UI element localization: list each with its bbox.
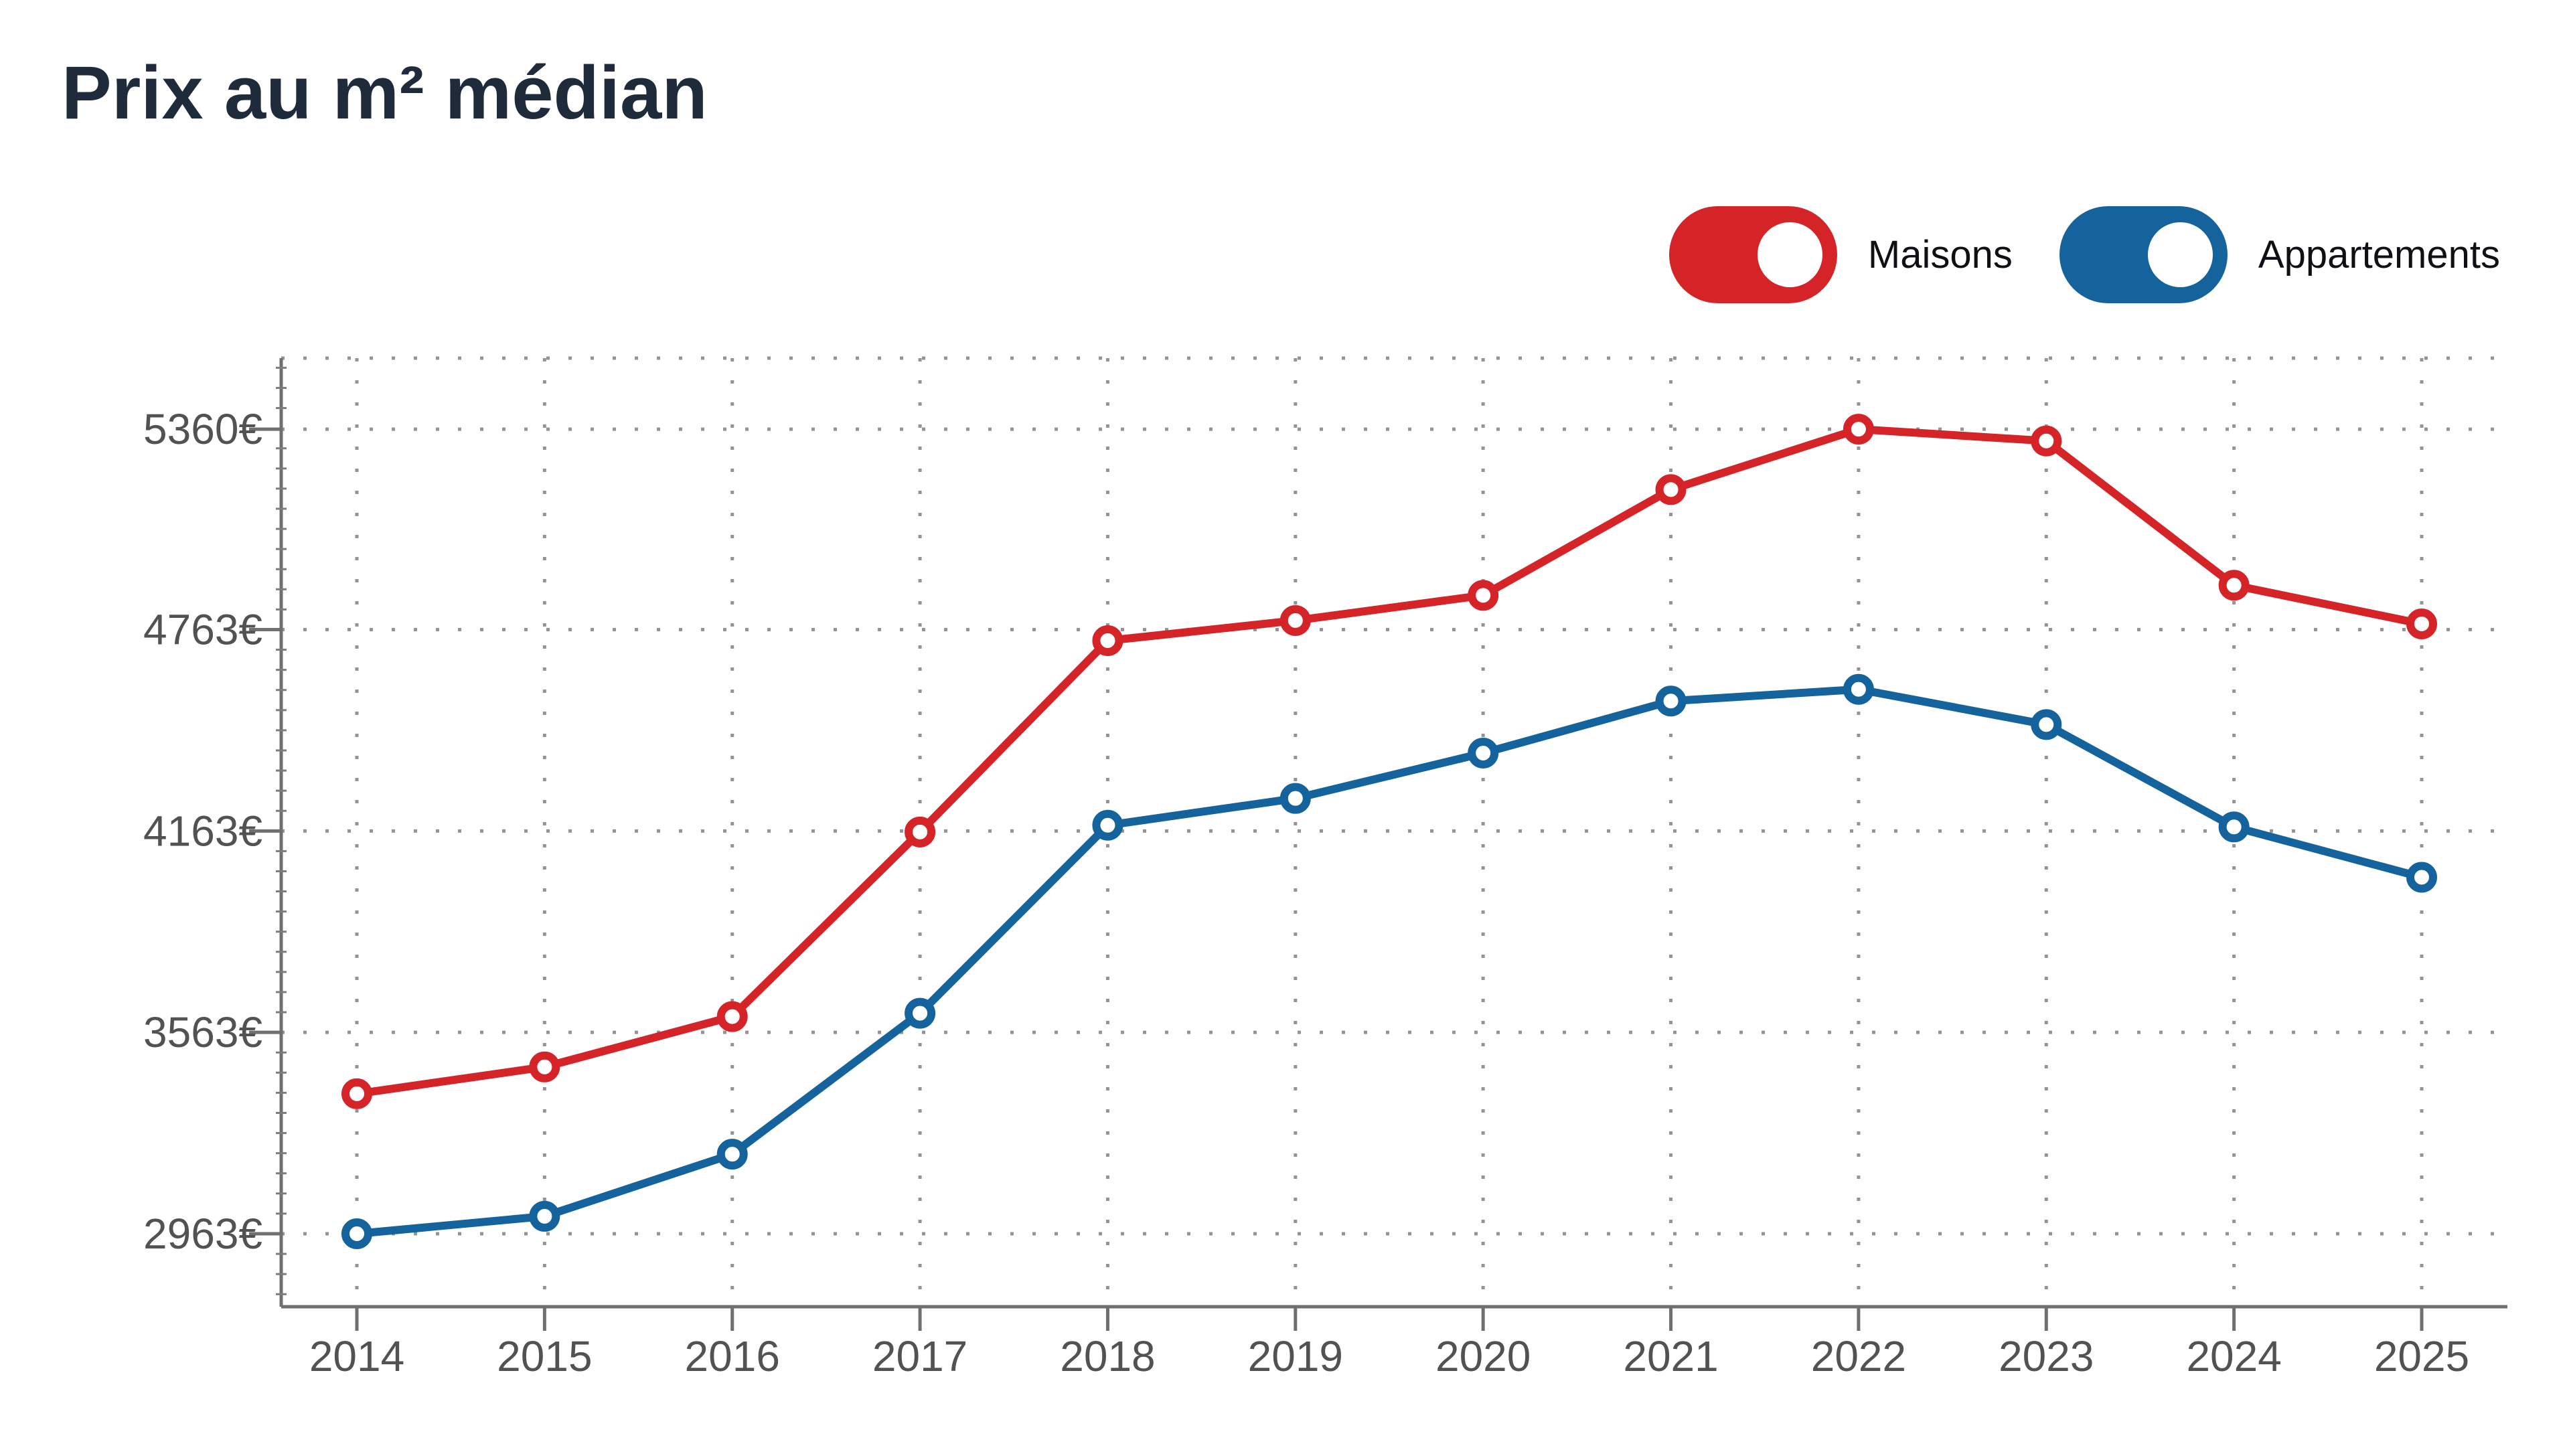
x-tick-label: 2014 [309,1332,404,1380]
data-point-maisons-2024[interactable] [2218,570,2250,601]
y-tick-label: 5360€ [143,405,262,453]
x-tick-label: 2016 [685,1332,780,1380]
x-tick-label: 2019 [1248,1332,1343,1380]
series-appartements [341,673,2437,1249]
x-tick-label: 2017 [872,1332,967,1380]
data-point-maisons-2022[interactable] [1843,414,1874,445]
y-tick-label: 4163€ [143,807,262,855]
series-line-appartements [353,685,2426,1238]
legend: Maisons Appartements [1668,206,2500,303]
series-line-maisons [353,425,2426,1098]
data-point-appartements-2017[interactable] [905,997,936,1029]
data-point-maisons-2015[interactable] [529,1051,560,1082]
data-point-maisons-2017[interactable] [905,816,936,847]
data-point-maisons-2021[interactable] [1655,474,1687,505]
x-axis-labels: 2014 2015 2016 2017 2018 2019 2020 2021 2022 2023… [309,1332,2469,1380]
toggle-knob [1757,222,1822,287]
legend-item-maisons[interactable]: Maisons [1668,206,2013,303]
y-tick-label: 4763€ [143,605,262,653]
x-tick-label: 2025 [2374,1332,2469,1380]
y-axis-labels: 2963€ 3563€ 4163€ 4763€ 5360€ [143,405,262,1258]
data-point-appartements-2015[interactable] [529,1200,560,1232]
data-point-maisons-2023[interactable] [2031,425,2062,457]
data-point-maisons-2019[interactable] [1279,604,1311,636]
x-tick-label: 2021 [1623,1332,1718,1380]
data-point-maisons-2014[interactable] [341,1078,372,1109]
legend-label-maisons: Maisons [1867,233,2013,276]
data-point-maisons-2020[interactable] [1468,580,1499,611]
maisons-toggle-switch[interactable] [1668,206,1837,303]
chart-title: Prix au m² médian [62,51,708,135]
y-tick-label: 2963€ [143,1210,262,1258]
data-point-appartements-2021[interactable] [1655,685,1687,717]
data-point-appartements-2018[interactable] [1092,809,1123,841]
x-tick-label: 2018 [1060,1332,1155,1380]
y-axis-ticks [249,366,287,1295]
data-point-appartements-2016[interactable] [716,1139,748,1170]
legend-item-appartements[interactable]: Appartements [2059,206,2500,303]
data-point-appartements-2019[interactable] [1279,783,1311,814]
x-axis-ticks [355,1307,2424,1331]
data-point-appartements-2024[interactable] [2218,811,2250,843]
x-tick-label: 2020 [1435,1332,1531,1380]
data-point-maisons-2016[interactable] [716,1001,748,1032]
x-tick-label: 2023 [1999,1332,2094,1380]
data-point-appartements-2022[interactable] [1843,673,1874,705]
data-point-appartements-2014[interactable] [341,1218,372,1249]
data-point-appartements-2023[interactable] [2031,709,2062,740]
data-point-maisons-2018[interactable] [1092,625,1123,657]
toggle-knob [2147,222,2213,287]
y-tick-label: 3563€ [143,1008,262,1056]
x-tick-label: 2022 [1811,1332,1906,1380]
appartements-toggle-switch[interactable] [2059,206,2228,303]
legend-label-appartements: Appartements [2258,233,2500,276]
x-tick-label: 2015 [497,1332,592,1380]
data-point-maisons-2025[interactable] [2406,608,2437,639]
data-point-appartements-2020[interactable] [1468,737,1499,769]
data-point-appartements-2025[interactable] [2406,862,2437,893]
x-tick-label: 2024 [2186,1332,2281,1380]
series-maisons [341,414,2437,1109]
